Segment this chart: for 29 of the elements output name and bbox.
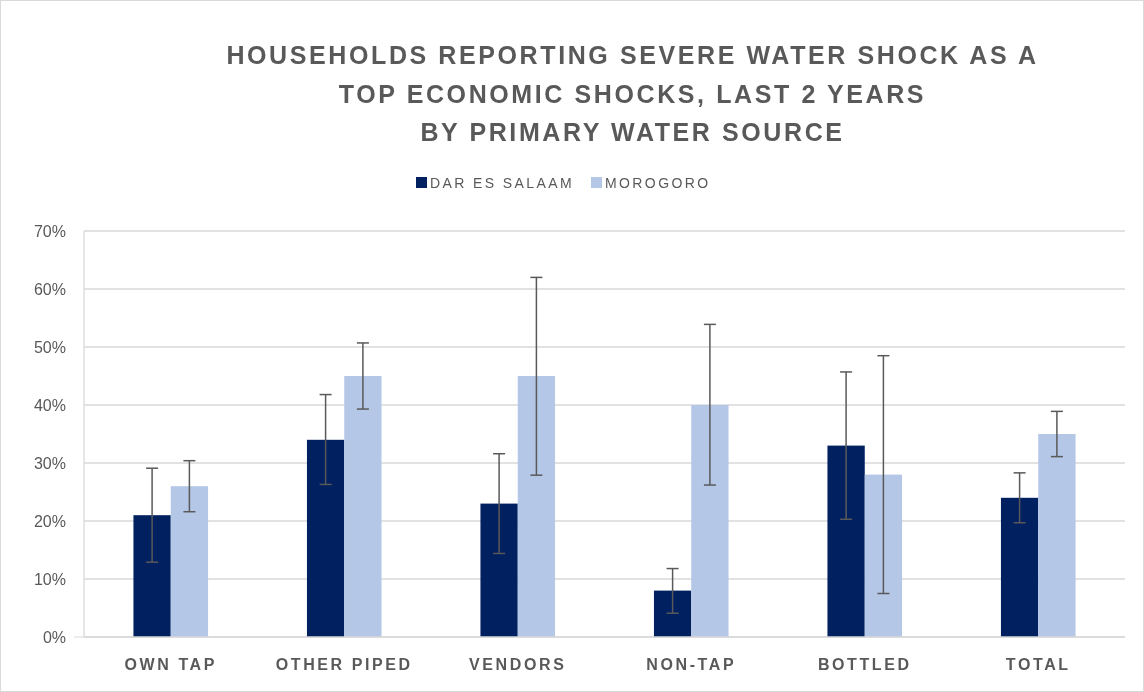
chart-title: HOUSEHOLDS REPORTING SEVERE WATER SHOCK AS A TOP ECONOMIC SHOCKS, LAST 2 YEARS BY PRIMARY WATER SOURCE [226,41,1039,146]
legend-label: MOROGORO [605,175,711,191]
y-tick-label: 0% [42,628,66,646]
bar [653,590,692,637]
bar [306,439,345,637]
bar [864,474,903,637]
y-tick-label: 60% [33,280,66,298]
y-tick-label: 50% [33,338,66,356]
x-tick-label: TOTAL [1005,656,1071,673]
bar [133,515,171,637]
bar [480,503,518,637]
bar [1000,497,1039,637]
y-tick-label: 10% [33,570,66,588]
y-tick-label: 40% [33,396,66,414]
x-tick-label: OTHER PIPED [275,656,413,673]
x-tick-label: OWN TAP [124,656,218,673]
bar [517,376,556,637]
bar [827,445,865,637]
x-tick-label: NON-TAP [646,656,737,673]
bar [1038,434,1076,637]
x-tick-label: VENDORS [469,656,567,673]
legend-label: DAR ES SALAAM [430,175,575,191]
bar [691,405,729,637]
y-tick-label: 70% [33,222,66,240]
y-tick-label: 20% [33,512,66,530]
bar [170,486,209,637]
bar [344,376,382,637]
y-tick-label: 30% [33,454,66,472]
x-tick-label: BOTTLED [817,656,912,673]
